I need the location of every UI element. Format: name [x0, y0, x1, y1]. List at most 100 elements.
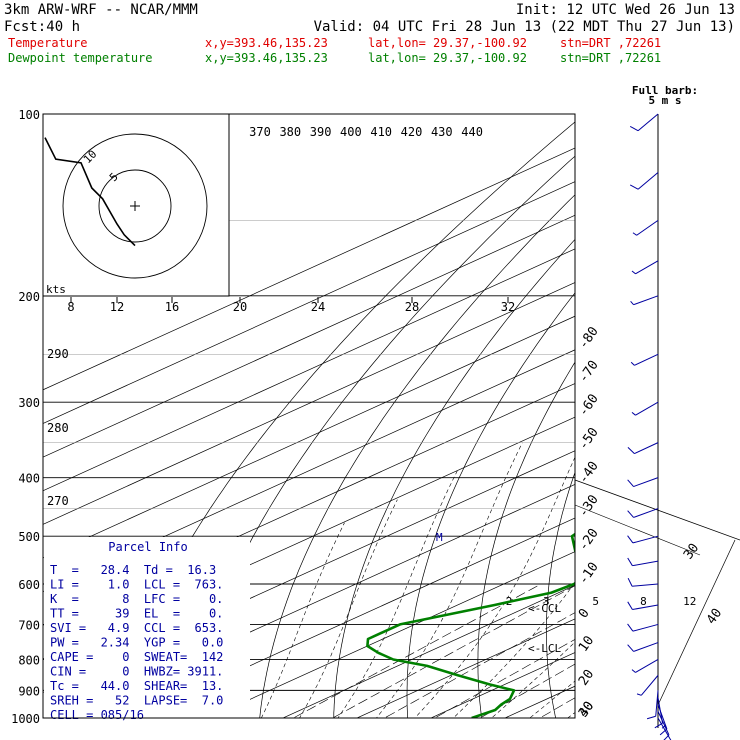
- isotherm-line: [134, 517, 575, 718]
- wind-barbs: 30 40: [627, 113, 736, 740]
- forecast-label: Fcst:: [4, 19, 46, 35]
- moist-adiabat-line: [452, 581, 575, 718]
- pressure-tick-label: 900: [18, 684, 40, 698]
- wind-barb: [627, 601, 659, 611]
- isotherm-line: [208, 551, 575, 718]
- dewpoint-legend-name: Dewpoint temperature: [8, 51, 153, 65]
- pressure-tick-label: 1000: [11, 712, 40, 726]
- temperature-legend-stn: stn=DRT ,72261: [560, 36, 661, 50]
- lcl-marker: <-LCL: [528, 642, 561, 655]
- wind-barb: [630, 295, 659, 306]
- moist-adiabat-line: [299, 499, 398, 718]
- moist-adiabat-line: [625, 296, 740, 731]
- wind-barb: [627, 477, 659, 488]
- speed-tick-label: 28: [405, 300, 419, 314]
- pressure-tick-label: 200: [18, 290, 40, 304]
- wind-barb: [627, 557, 659, 567]
- mixing-ratio-line: [332, 585, 575, 718]
- theta-label: 440: [461, 125, 483, 139]
- isotherm-line: [43, 349, 575, 593]
- theta-label: 410: [370, 125, 392, 139]
- skew-guide-line: [574, 504, 701, 556]
- parcel-info-row: T = 28.4 Td = 16.3: [50, 563, 216, 577]
- temperature-axis-label: -30: [576, 492, 602, 520]
- theta-label: 430: [431, 125, 453, 139]
- wind-barb: [629, 113, 659, 132]
- isotherm-line: [43, 282, 575, 525]
- hodograph-ring-5: [98, 169, 172, 243]
- hodograph-trace: [44, 137, 136, 247]
- parcel-info-row: K = 8 LFC = 0.: [50, 592, 223, 606]
- dewpoint-legend-latlon: lat,lon= 29.37,-100.92: [368, 51, 527, 65]
- pressure-tick-label: 600: [18, 578, 40, 592]
- parcel-info-row: CIN = 0 HWBZ= 3911.: [50, 665, 223, 679]
- mixing-ratio-label: 8: [640, 595, 647, 608]
- profile-dewpoint: [366, 532, 575, 718]
- wind-barb: [631, 260, 659, 275]
- temperature-axis-label: -40: [576, 459, 602, 487]
- isotherm-line: [551, 101, 740, 731]
- parcel-info-row: PW = 2.34 YGP = 0.0: [50, 636, 223, 650]
- wind-barb: [636, 675, 659, 696]
- dewpoint-legend-stn: stn=DRT ,72261: [560, 51, 661, 65]
- speed-scale: 8 12 16 20 24 28 32: [67, 297, 515, 314]
- theta-label: 390: [310, 125, 332, 139]
- barb-speed-label-40: 40: [704, 606, 725, 627]
- isotherm-line: [43, 383, 575, 626]
- parcel-info-row: SREH = 52 LAPSE= 7.0: [50, 694, 223, 708]
- speed-tick-label: 8: [67, 300, 74, 314]
- wind-barb: [627, 623, 659, 632]
- model-title: 3km ARW-WRF -- NCAR/MMM: [4, 2, 198, 18]
- hodograph-frame: [42, 113, 230, 297]
- wind-barb: [631, 659, 659, 673]
- parcel-info-row: CELL = 085/16: [50, 708, 144, 722]
- wind-barb: [654, 697, 664, 729]
- temperature-axis-label: -60: [576, 392, 602, 420]
- speed-tick-label: 32: [501, 300, 515, 314]
- isotherm-line: [60, 483, 575, 718]
- init-time: Init: 12 UTC Wed 26 Jun 13: [516, 2, 735, 18]
- temperature-axis-label: 30: [576, 699, 597, 720]
- speed-tick-label: 12: [110, 300, 124, 314]
- pressure-tick-label: 800: [18, 653, 40, 667]
- hodograph-inset: 510 kts: [42, 113, 230, 297]
- background-lines: [43, 101, 740, 731]
- mixing-ratio-label: 12: [683, 595, 696, 608]
- dry-adiabat-line: [406, 292, 575, 718]
- parcel-info-row: TT = 39 EL = 0.: [50, 607, 223, 621]
- dry-adiabat-line: [677, 114, 740, 731]
- parcel-m-marker: M: [436, 531, 443, 544]
- parcel-info-row: Tc = 44.0 SHEAR= 13.: [50, 679, 223, 693]
- parcel-info-title: Parcel Info: [108, 540, 187, 554]
- pressure-tick-label: 500: [18, 530, 40, 544]
- isotherm-line: [43, 214, 575, 458]
- temperature-legend-name: Temperature: [8, 36, 87, 50]
- pressure-tick-label: 100: [18, 108, 40, 122]
- isotherm-line: [625, 101, 740, 731]
- isotherm-line: [699, 101, 740, 731]
- dry-adiabat-line: [477, 361, 575, 718]
- dewpoint-legend-xy: x,y=393.46,135.23: [205, 51, 328, 65]
- mixing-ratio-line: [434, 639, 575, 718]
- speed-tick-label: 24: [311, 300, 325, 314]
- wind-barb: [627, 442, 659, 455]
- temperature-axis-label: 0: [576, 606, 593, 621]
- temperature-axis-label: -20: [576, 526, 602, 554]
- parcel-info-row: SVI = 4.9 CCL = 653.: [50, 621, 223, 635]
- speed-tick-label: 20: [233, 300, 247, 314]
- wind-barb: [627, 535, 659, 544]
- forecast-hour: 40 h: [46, 19, 80, 35]
- dry-adiabat-line: [333, 238, 575, 718]
- temperature-axis-label: -50: [576, 425, 602, 453]
- theta-left-label: 280: [47, 421, 69, 435]
- isotherm-line: [43, 147, 575, 391]
- barb-speed-label-30: 30: [681, 541, 702, 562]
- moist-adiabat-line: [414, 456, 575, 718]
- wind-barb: [657, 717, 672, 740]
- hodograph-ring-10: [62, 133, 208, 279]
- isotherm-line: [356, 618, 575, 718]
- isotherm-line: [43, 315, 575, 559]
- moist-adiabat-line: [588, 296, 740, 731]
- isotherm-line: [282, 584, 575, 718]
- mixing-ratio-line: [383, 612, 575, 718]
